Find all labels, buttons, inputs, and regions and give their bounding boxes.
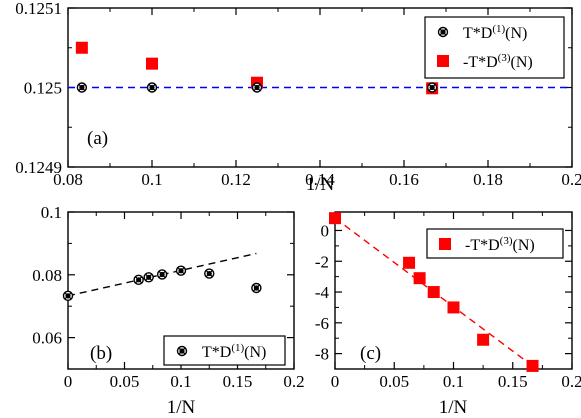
legend-label-a: -T*D(3)(N) [463,52,533,71]
x-tick-label-b: 0.2 [283,372,304,391]
x-tick-label-c: 0.2 [561,372,581,391]
data-point-a-d1 [76,82,88,93]
y-tick-label-b: 0.08 [32,266,62,285]
data-point-c-d3 [526,359,539,372]
data-point-b-d1 [175,265,187,276]
y-tick-label-c: 0 [321,221,330,240]
data-point-b-d1 [62,290,74,302]
x-tick-label-a: 0.14 [305,170,335,189]
data-point-a-d3 [75,41,88,54]
y-tick-label-c: -2 [315,252,329,271]
data-point-c-d3 [329,212,341,225]
data-point-b-d1 [143,272,154,283]
y-tick-label-b: 0.1 [41,203,62,222]
x-tick-label-b: 0.05 [110,372,140,391]
legend-c: -T*D(3)(N) [426,228,564,259]
data-point-c-d3 [447,301,460,314]
data-point-a-d1-fill [254,84,260,91]
x-axis-title-b: 1/N [167,397,196,418]
x-tick-label-c: 0.05 [379,372,409,391]
legend-label-b: T*D(1)(N) [202,342,266,361]
x-axis-title-a: 1/N [306,174,335,195]
data-point-b-d1-fill [178,268,184,274]
data-point-b-d1-fill [206,270,212,277]
legend-marker-a-fill [440,29,446,35]
data-point-a-d1-fill [149,84,155,91]
x-tick-label-c: 0 [331,372,340,391]
panel-label-b: (b) [90,343,112,364]
x-tick-label-a: 0.18 [473,170,503,189]
x-tick-label-c: 0.15 [498,372,528,391]
y-tick-label-c: -8 [315,345,329,364]
data-point-b-d1-fill [146,274,152,280]
data-point-b-d1-fill [253,285,259,291]
x-axis-title-c: 1/N [439,397,468,418]
y-tick-label-c: -4 [315,283,330,302]
legend-marker-a [437,55,449,67]
panel-c: 0 0.05 0.1 0.15 0.2 -8 -6 -4 -2 0 1/N (c) -T*D(3)(N) [315,211,581,418]
data-point-a-d1 [146,82,158,93]
x-tick-label-a: 0.12 [221,170,251,189]
panel-label-c: (c) [360,343,381,364]
data-point-b-d1 [204,268,215,279]
data-point-b-d1 [133,274,144,286]
data-point-a-d1 [251,82,263,93]
legend-marker-b-fill [179,348,185,354]
data-point-b-d1 [156,269,168,280]
data-point-c-d3 [477,333,490,346]
x-tick-label-a: 0.08 [53,170,83,189]
x-tick-label-c: 0.1 [443,372,464,391]
data-point-b-d1-fill [159,271,165,278]
data-point-c-d3 [403,256,416,269]
y-tick-label-c: -6 [315,314,329,333]
panel-b: 0 0.05 0.1 0.15 0.2 0.06 0.08 0.1 1/N (b) T*D(1)(N… [32,203,304,418]
y-tick-label-b: 0.06 [32,329,62,348]
data-point-b-d1-fill [136,277,142,283]
legend-marker-b [176,345,188,357]
x-tick-label-a: 0.16 [389,170,419,189]
data-point-a-d1-fill [79,84,85,91]
y-tick-label-a: 0.125 [24,79,62,98]
legend-marker-c [439,238,451,250]
data-point-a-d1-fill [429,84,435,91]
legend-box-a [424,16,565,79]
x-tick-label-b: 0 [64,372,73,391]
legend-label-c: -T*D(3)(N) [465,235,535,254]
legend-marker-a [437,26,449,38]
x-tick-label-a: 0.2 [561,170,581,189]
data-point-a-d1 [426,82,438,93]
legend-a: T*D(1)(N) -T*D(3)(N) [424,16,565,79]
x-tick-label-b: 0.15 [223,372,253,391]
panel-a: 0.08 0.1 0.12 0.14 0.16 0.18 0.2 0.1249 0.125 0.1… [15,0,581,195]
panel-label-a: (a) [87,128,108,149]
y-tick-label-a: 0.1251 [15,0,62,18]
x-tick-label-b: 0.1 [170,372,191,391]
legend-label-a: T*D(1)(N) [463,23,527,42]
x-tick-label-a: 0.1 [141,170,162,189]
data-point-c-d3 [427,286,440,299]
data-point-c-d3 [413,272,426,285]
data-point-b-d1-fill [65,293,71,299]
data-point-b-d1 [251,282,262,294]
data-point-a-d3 [146,57,158,70]
legend-b: T*D(1)(N) [163,335,286,366]
y-tick-label-a: 0.1249 [15,158,62,177]
